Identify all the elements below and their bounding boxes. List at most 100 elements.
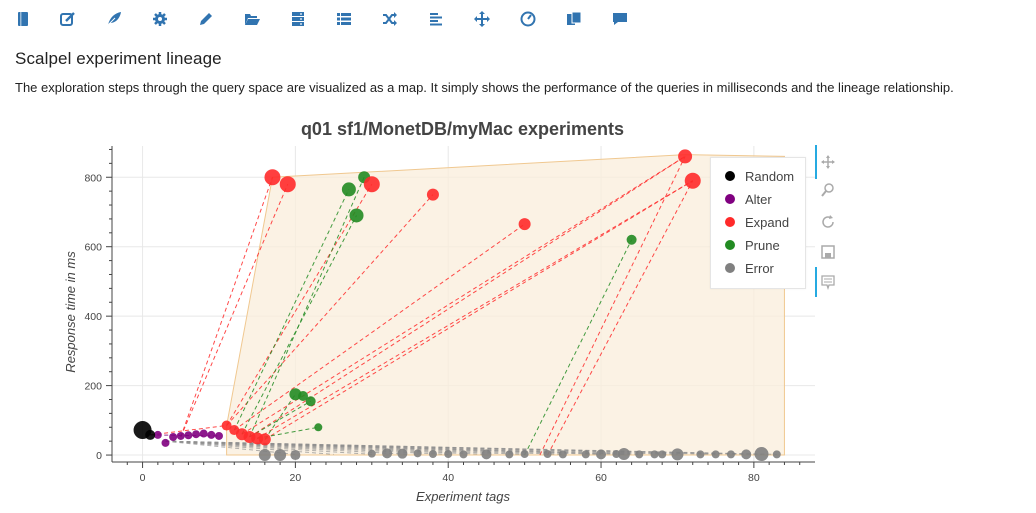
point-error xyxy=(772,450,781,459)
y-tick-label: 400 xyxy=(84,311,102,323)
legend-swatch xyxy=(725,217,735,227)
legend: Random Alter Expand Prune Error xyxy=(710,157,806,289)
zoom-tool-icon[interactable] xyxy=(819,181,837,199)
lineage-link xyxy=(256,180,693,439)
folder-open-icon[interactable] xyxy=(242,9,262,29)
active-tool-indicator xyxy=(815,145,817,179)
point-error xyxy=(658,450,667,459)
chart-tools xyxy=(815,145,837,300)
point-error xyxy=(617,448,630,461)
point-alter xyxy=(169,432,178,441)
legend-label: Prune xyxy=(745,237,780,253)
page-description: The exploration steps through the query … xyxy=(15,80,954,95)
lineage-link xyxy=(264,180,693,440)
point-error xyxy=(696,450,705,459)
move-icon[interactable] xyxy=(472,9,492,29)
server-icon[interactable] xyxy=(288,9,308,29)
x-tick-label: 60 xyxy=(595,472,607,484)
point-error xyxy=(459,450,468,459)
reset-tool-icon[interactable] xyxy=(819,213,837,231)
point-alter xyxy=(184,431,193,440)
legend-label: Alter xyxy=(745,191,772,207)
lineage-link xyxy=(180,184,289,438)
save-tool-icon[interactable] xyxy=(819,243,837,261)
hover-tool-icon[interactable] xyxy=(819,273,837,291)
dashboard-icon[interactable] xyxy=(518,9,538,29)
shuffle-icon[interactable] xyxy=(380,9,400,29)
lineage-link xyxy=(180,177,273,438)
point-error xyxy=(543,450,552,459)
lineage-link xyxy=(233,189,350,431)
point-alter xyxy=(161,438,170,447)
legend-label: Expand xyxy=(745,214,790,230)
toolbar xyxy=(0,0,1036,38)
legend-item-alter[interactable]: Alter xyxy=(725,190,772,208)
error-link xyxy=(165,440,449,455)
point-error xyxy=(290,450,301,461)
legend-item-random[interactable]: Random xyxy=(725,167,794,185)
lineage-link xyxy=(226,194,434,426)
point-alter xyxy=(176,431,185,440)
legend-item-prune[interactable]: Prune xyxy=(725,236,780,254)
point-prune xyxy=(298,391,309,402)
copy-icon[interactable] xyxy=(564,9,584,29)
legend-swatch xyxy=(725,240,735,250)
lineage-link xyxy=(249,155,686,438)
point-expand xyxy=(363,176,380,193)
point-prune xyxy=(349,208,364,223)
y-tick-label: 200 xyxy=(84,381,102,393)
align-left-icon[interactable] xyxy=(426,9,446,29)
point-error xyxy=(581,450,590,459)
point-error xyxy=(596,449,607,460)
point-random xyxy=(145,429,156,440)
legend-item-expand[interactable]: Expand xyxy=(725,213,789,231)
legend-swatch xyxy=(725,194,735,204)
lineage-link xyxy=(524,239,633,456)
point-error xyxy=(413,449,422,458)
point-alter xyxy=(207,430,216,439)
y-tick-label: 600 xyxy=(84,242,102,254)
point-error xyxy=(481,449,492,460)
pan-tool-icon[interactable] xyxy=(819,153,837,171)
point-error xyxy=(397,448,408,459)
page-title: Scalpel experiment lineage xyxy=(15,49,222,68)
point-error xyxy=(258,449,271,462)
point-error xyxy=(726,450,735,459)
comment-icon[interactable] xyxy=(610,9,630,29)
active-tool-indicator-2 xyxy=(815,267,817,297)
point-error xyxy=(367,449,376,458)
pencil-icon[interactable] xyxy=(196,9,216,29)
point-prune xyxy=(626,234,637,245)
legend-item-error[interactable]: Error xyxy=(725,259,774,277)
point-error xyxy=(382,448,393,459)
point-error xyxy=(711,450,720,459)
gear-icon[interactable] xyxy=(150,9,170,29)
chart-title: q01 sf1/MonetDB/myMac experiments xyxy=(300,119,625,139)
point-expand xyxy=(258,433,271,446)
book-icon[interactable] xyxy=(13,9,33,29)
leaf-icon[interactable] xyxy=(104,9,124,29)
point-expand xyxy=(426,188,439,201)
edit-icon[interactable] xyxy=(58,9,78,29)
lineage-link xyxy=(264,394,296,440)
y-axis-label: Response time in ms xyxy=(63,251,78,373)
point-alter xyxy=(214,431,223,440)
point-prune xyxy=(341,182,356,197)
lineage-link xyxy=(547,180,694,456)
point-error xyxy=(671,448,684,461)
x-tick-label: 0 xyxy=(140,472,146,484)
lineage-link xyxy=(249,177,365,438)
experiment-points xyxy=(133,149,781,462)
list-icon[interactable] xyxy=(334,9,354,29)
point-alter xyxy=(199,429,208,438)
point-error xyxy=(635,450,644,459)
lineage-link xyxy=(150,425,227,436)
point-expand xyxy=(518,218,531,231)
point-expand xyxy=(684,172,701,189)
y-tick-label: 0 xyxy=(96,450,102,462)
legend-label: Error xyxy=(745,260,774,276)
lineage-link xyxy=(241,215,357,435)
point-alter xyxy=(153,430,162,439)
